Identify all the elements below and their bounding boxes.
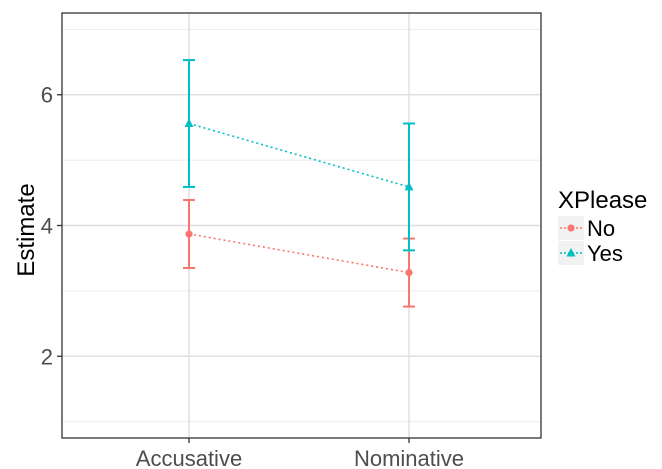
y-tick-label: 6 [41,83,53,108]
data-point [405,268,413,277]
series-line [188,233,410,274]
y-tick-label: 2 [41,344,53,369]
legend-key-marker [567,224,575,232]
legend-title: XPlease [558,187,647,214]
legend-label: No [587,216,615,241]
axes: 2 4 6 Accusative Nominative [41,12,542,469]
y-tick-label: 4 [41,214,53,239]
data-point [185,230,193,238]
data-point [404,181,414,191]
chart-marks [183,59,415,308]
legend-key-marker [566,248,576,257]
legend-label: Yes [587,241,623,266]
series-line [188,122,410,188]
legend-item-no: No [558,216,615,241]
series-yes [183,59,415,252]
data-point [184,118,194,127]
plot-panel [62,13,541,438]
legend-item-yes: Yes [558,241,623,266]
x-tick-label: Accusative [136,446,242,469]
x-tick-label: Nominative [354,446,464,469]
y-axis-title: Estimate [13,183,40,276]
